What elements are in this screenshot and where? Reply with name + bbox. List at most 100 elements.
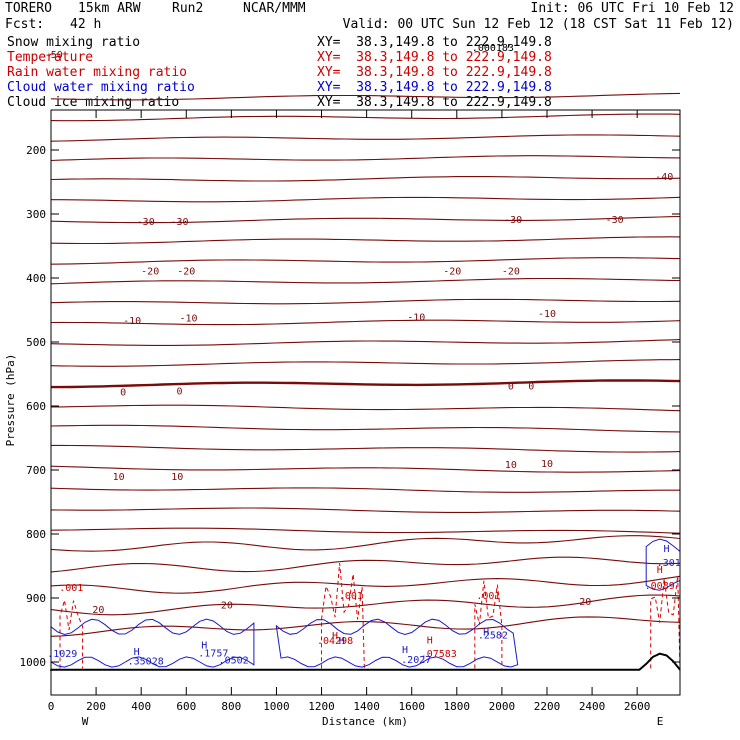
cloud-water-label: .301 — [657, 558, 681, 569]
cloud-water-label: .2027 — [401, 655, 431, 666]
y-tick-label: 800 — [26, 528, 46, 541]
axes: 0 200 400 600 800 1000 1200 1400 1600 1800 2000 220… — [20, 110, 680, 713]
y-tick-label: 1000 — [20, 656, 47, 669]
temperature-label: -10 — [407, 312, 425, 323]
temperature-label: 10 — [113, 472, 125, 483]
forecast-hours: 42 h — [70, 17, 102, 32]
rain-label: .001 — [59, 583, 83, 594]
contour-labels: -50 -40 -30 -30 -30 -30 -20 -20 -20 -20 -10 -10 -10 -… — [45, 43, 681, 668]
plot-frame — [50, 109, 681, 696]
temperature-label: 10 — [171, 472, 183, 483]
y-tick-label: 200 — [26, 144, 46, 157]
temperature-label: -20 — [443, 266, 461, 277]
isotherm-line — [50, 113, 681, 122]
isotherm-line — [51, 379, 681, 389]
rain-water-contours — [59, 562, 681, 669]
cloud-water-label: .0502 — [219, 655, 249, 666]
temperature-label: 10 — [505, 460, 517, 471]
isotherm-line — [50, 424, 681, 433]
cloud-water-label: H — [134, 647, 140, 658]
temperature-label: 10 — [541, 459, 553, 470]
rain-label: .001 — [339, 591, 363, 602]
chart-header: TORERO 15km ARW Run2 NCAR/MMM Init: 06 U… — [0, 0, 740, 112]
legend-temperature-xy: XY= 38.3,149.8 to 222.9,149.8 — [317, 50, 552, 65]
rain-label: H — [427, 636, 433, 647]
isotherm-line — [50, 134, 681, 142]
cloud-water-label: H — [483, 627, 489, 638]
temperature-label: -10 — [179, 314, 197, 325]
temperature-label: 0 — [176, 387, 182, 398]
x-axis-west-label: W — [82, 715, 89, 728]
rain-label: .07583 — [421, 649, 457, 660]
isotherm-line — [50, 155, 681, 162]
x-tick-label: 600 — [176, 700, 196, 713]
model-resolution: 15km ARW — [78, 1, 141, 16]
isotherm-line — [51, 444, 681, 453]
temperature-label: -20 — [177, 266, 195, 277]
y-tick-label: 700 — [26, 464, 46, 477]
x-tick-label: 1400 — [353, 700, 380, 713]
legend-cloud-ice-xy: XY= 38.3,149.8 to 222.9,149.8 — [317, 95, 552, 110]
rain-contour — [650, 575, 681, 669]
cloud-water-label: H — [663, 544, 669, 555]
legend-temperature-name: Temperature — [7, 50, 94, 65]
x-tick-label: 800 — [221, 700, 241, 713]
x-tick-label: 2600 — [624, 700, 651, 713]
isotherm-line — [50, 404, 681, 412]
temperature-label: -10 — [123, 316, 141, 327]
y-tick-label: 400 — [26, 272, 46, 285]
cloud-water-contour — [50, 618, 255, 668]
rain-label: .0089 — [645, 581, 675, 592]
legend-cloud-ice-name: Cloud ice mixing ratio — [7, 95, 180, 110]
isotherm-line — [51, 196, 681, 203]
y-tick-label: 300 — [26, 208, 46, 221]
isotherm-line — [50, 616, 681, 637]
y-tick-label: 600 — [26, 400, 46, 413]
isotherm-line — [50, 319, 681, 326]
x-axis-east-label: E — [657, 715, 664, 728]
isotherm-line — [50, 535, 681, 552]
legend-cloud-water-xy: XY= 38.3,149.8 to 222.9,149.8 — [317, 80, 552, 95]
cloud-water-contour — [275, 618, 519, 668]
legend-cloud-water-name: Cloud water mixing ratio — [7, 80, 195, 95]
x-tick-label: 2200 — [534, 700, 561, 713]
y-tick-label: 500 — [26, 336, 46, 349]
model-run: Run2 — [172, 1, 204, 16]
model-name: TORERO — [5, 1, 52, 16]
temperature-label: 20 — [579, 597, 591, 608]
temperature-contours — [50, 92, 681, 637]
cloud-water-label: .35028 — [128, 657, 164, 668]
cloud-water-label: .1757 — [198, 648, 228, 659]
forecast-label: Fcst: — [5, 17, 45, 32]
isotherm-line — [50, 257, 681, 265]
temperature-label: -30 — [137, 217, 155, 228]
rain-contour — [474, 580, 503, 669]
rain-label: H — [657, 565, 663, 576]
x-tick-label: 2400 — [579, 700, 606, 713]
temperature-label: 20 — [92, 605, 104, 616]
isotherm-line — [50, 487, 680, 493]
cloud-water-label: .2582 — [478, 630, 508, 641]
model-org: NCAR/MMM — [243, 1, 306, 16]
isotherm-line — [50, 176, 681, 182]
isotherm-line — [50, 236, 681, 245]
x-tick-label: 1800 — [444, 700, 471, 713]
temperature-label: -10 — [538, 309, 556, 320]
x-tick-label: 2000 — [489, 700, 516, 713]
temperature-label: 0 — [528, 382, 534, 393]
init-time: Init: 06 UTC Fri 10 Feb 12 — [530, 1, 735, 16]
legend-snow-name: Snow mixing ratio — [7, 35, 141, 50]
temperature-label: -30 — [170, 217, 188, 228]
terrain-line — [50, 652, 681, 671]
isotherm-line — [50, 215, 681, 224]
rain-contour — [320, 562, 365, 669]
isotherm-line — [50, 339, 681, 346]
isotherm-line — [50, 527, 681, 534]
cloud-water-label: H — [201, 641, 207, 652]
x-tick-label: 1600 — [398, 700, 425, 713]
x-tick-label: 400 — [131, 700, 151, 713]
valid-time: Valid: 00 UTC Sun 12 Feb 12 (18 CST Sat … — [342, 17, 734, 32]
x-axis-title: Distance (km) — [322, 715, 408, 728]
temperature-label: -50 — [45, 50, 63, 61]
isotherm-line — [50, 575, 681, 594]
